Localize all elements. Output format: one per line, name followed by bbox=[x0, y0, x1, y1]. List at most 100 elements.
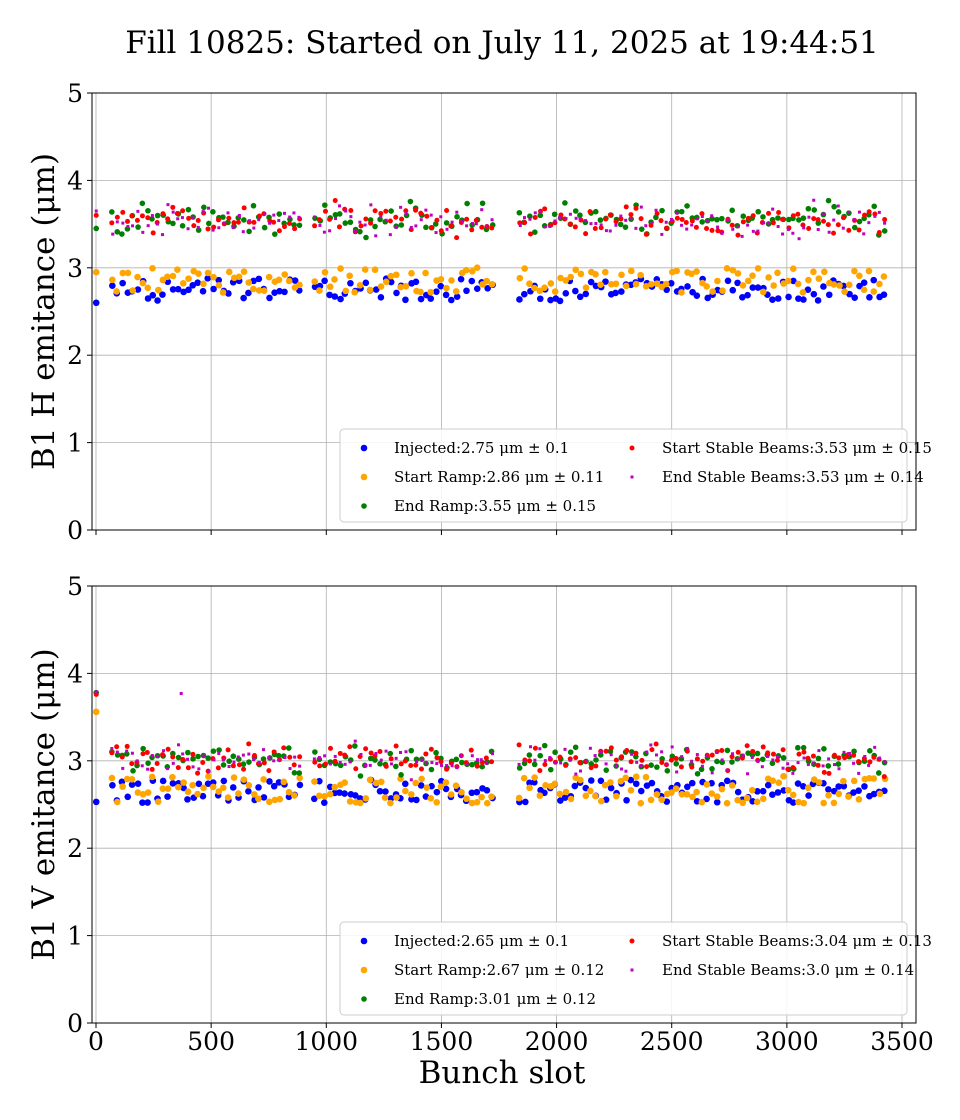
legend-box bbox=[339, 921, 908, 1016]
point-end_stable bbox=[257, 760, 261, 764]
point-end_ramp bbox=[291, 222, 297, 228]
point-start_ramp bbox=[260, 287, 268, 294]
point-start_ramp bbox=[119, 269, 127, 277]
point-start_stable bbox=[649, 747, 655, 753]
point-injected bbox=[704, 294, 712, 302]
point-start_stable bbox=[347, 744, 353, 750]
point-start_ramp bbox=[678, 790, 686, 798]
point-start_ramp bbox=[520, 774, 528, 782]
point-end_stable bbox=[635, 760, 639, 764]
point-injected bbox=[723, 777, 731, 785]
point-end_ramp bbox=[526, 752, 533, 758]
point-start_stable bbox=[577, 760, 583, 766]
point-end_stable bbox=[334, 217, 338, 221]
point-start_ramp bbox=[164, 785, 172, 792]
point-end_stable bbox=[751, 229, 755, 233]
point-end_stable bbox=[94, 209, 98, 213]
point-start_ramp bbox=[296, 774, 304, 782]
point-start_stable bbox=[780, 216, 786, 222]
point-start_ramp bbox=[547, 280, 555, 287]
point-start_ramp bbox=[139, 279, 147, 287]
point-end_ramp bbox=[246, 228, 252, 235]
point-injected bbox=[433, 288, 440, 295]
point-start_ramp bbox=[597, 797, 605, 805]
point-end_stable bbox=[384, 749, 388, 753]
point-start_ramp bbox=[632, 280, 640, 288]
point-start_ramp bbox=[164, 273, 171, 281]
point-end_stable bbox=[578, 769, 582, 773]
point-end_ramp bbox=[140, 745, 146, 752]
point-start_stable bbox=[154, 761, 160, 767]
point-end_ramp bbox=[433, 749, 439, 756]
point-start_stable bbox=[398, 761, 404, 767]
point-start_stable bbox=[428, 746, 434, 752]
point-end_stable bbox=[867, 763, 871, 767]
point-end_stable bbox=[614, 764, 618, 768]
point-start_ramp bbox=[536, 792, 544, 799]
point-end_ramp bbox=[552, 749, 558, 756]
point-end_stable bbox=[455, 766, 459, 770]
point-start_ramp bbox=[473, 798, 481, 806]
point-start_stable bbox=[413, 762, 419, 768]
point-end_ramp bbox=[527, 213, 533, 220]
point-end_ramp bbox=[398, 222, 405, 228]
point-injected bbox=[204, 780, 212, 787]
point-end_ramp bbox=[516, 765, 523, 771]
point-end_stable bbox=[252, 226, 256, 230]
point-injected bbox=[189, 281, 197, 289]
point-end_stable bbox=[604, 762, 608, 766]
point-start_ramp bbox=[148, 773, 156, 781]
point-start_ramp bbox=[723, 799, 731, 807]
point-end_stable bbox=[811, 761, 815, 765]
point-end_stable bbox=[272, 213, 276, 217]
point-start_stable bbox=[776, 210, 782, 216]
point-start_ramp bbox=[531, 774, 538, 781]
point-start_stable bbox=[644, 764, 650, 770]
point-start_ramp bbox=[387, 272, 395, 280]
legend-label-start_ramp: Start Ramp:2.86 μm ± 0.11 bbox=[394, 468, 604, 486]
point-start_stable bbox=[200, 759, 206, 765]
point-start_stable bbox=[129, 761, 135, 767]
point-start_stable bbox=[408, 763, 414, 769]
point-end_stable bbox=[518, 224, 522, 228]
point-start_ramp bbox=[245, 279, 253, 286]
point-end_ramp bbox=[93, 225, 100, 232]
point-start_stable bbox=[195, 218, 201, 224]
point-end_stable bbox=[131, 224, 135, 228]
point-end_stable bbox=[236, 755, 240, 759]
point-end_stable bbox=[94, 690, 98, 694]
legend-marker-end_stable bbox=[630, 968, 634, 972]
point-end_stable bbox=[318, 223, 322, 227]
point-injected bbox=[804, 286, 812, 294]
point-start_ramp bbox=[315, 792, 323, 800]
point-end_stable bbox=[740, 234, 744, 238]
point-start_ramp bbox=[749, 272, 756, 280]
point-end_stable bbox=[771, 207, 775, 211]
point-end_stable bbox=[619, 214, 623, 218]
point-end_stable bbox=[629, 217, 633, 221]
point-start_ramp bbox=[515, 794, 523, 802]
point-end_stable bbox=[574, 772, 578, 776]
point-start_stable bbox=[483, 755, 489, 761]
point-end_ramp bbox=[130, 768, 136, 774]
point-start_ramp bbox=[427, 794, 435, 802]
point-start_ramp bbox=[870, 775, 878, 782]
point-end_stable bbox=[237, 214, 241, 218]
point-start_ramp bbox=[210, 273, 217, 281]
point-end_stable bbox=[781, 232, 785, 236]
point-end_stable bbox=[675, 770, 679, 774]
point-start_stable bbox=[109, 750, 115, 756]
point-injected bbox=[220, 777, 228, 785]
point-end_stable bbox=[232, 760, 236, 764]
point-injected bbox=[632, 780, 640, 788]
point-start_ramp bbox=[397, 283, 404, 291]
point-start_stable bbox=[119, 754, 125, 760]
point-start_stable bbox=[826, 770, 832, 776]
point-start_stable bbox=[573, 755, 579, 761]
y-axis-label: B1 H emitance (μm) bbox=[26, 153, 62, 470]
point-start_ramp bbox=[189, 781, 196, 789]
point-injected bbox=[484, 285, 491, 292]
point-start_ramp bbox=[870, 288, 878, 295]
point-start_stable bbox=[235, 219, 241, 225]
point-start_ramp bbox=[356, 281, 364, 289]
